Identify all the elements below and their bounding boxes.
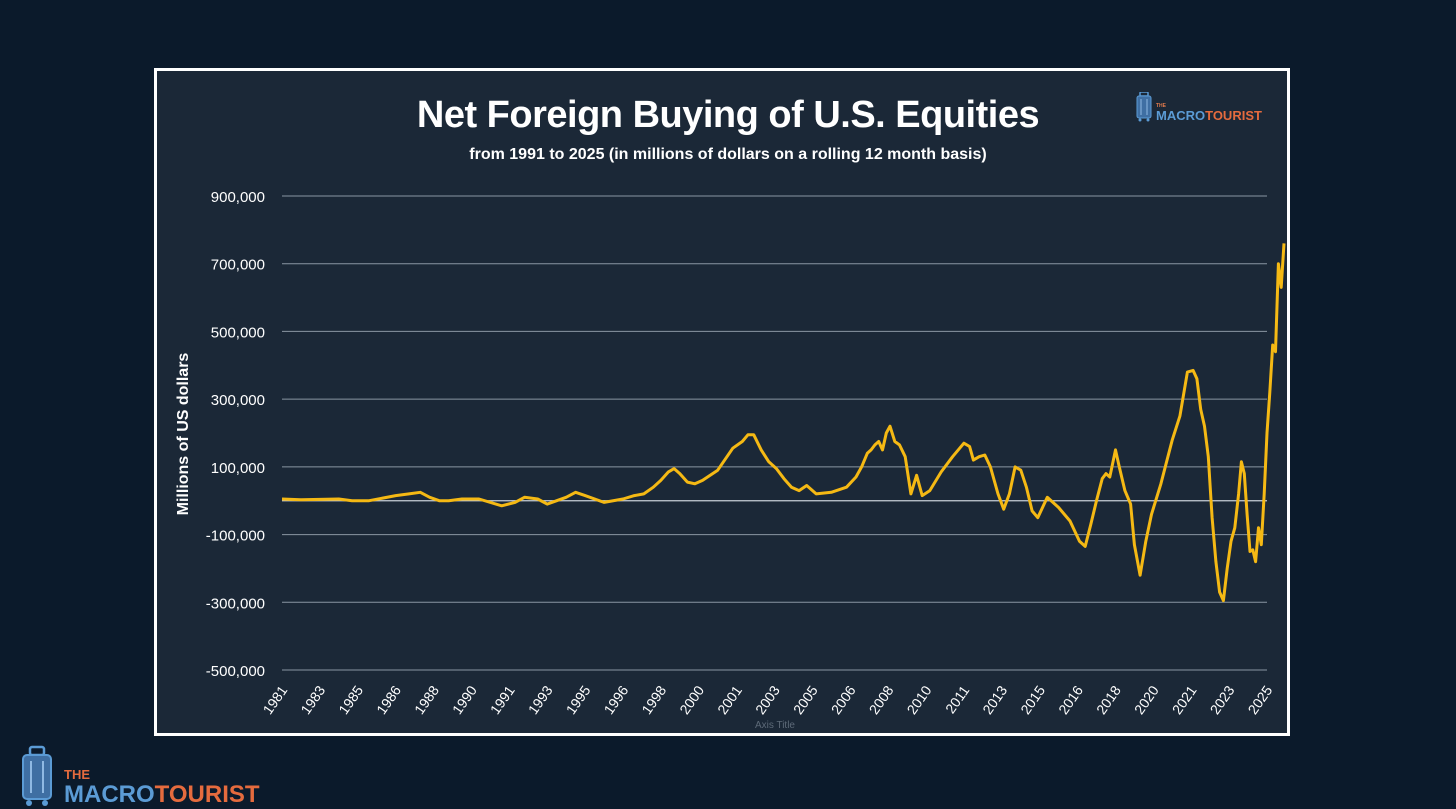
x-tick-label: 2005 xyxy=(790,682,821,717)
series-line xyxy=(281,243,1286,603)
x-tick-label: 2008 xyxy=(866,682,897,717)
suitcase-icon xyxy=(22,745,52,806)
brand-macro: MACRO xyxy=(64,781,155,808)
x-tick-label: 1985 xyxy=(335,682,366,717)
x-tick-label: 2001 xyxy=(714,682,745,717)
suitcase-icon xyxy=(1136,92,1152,122)
chart-subtitle: from 1991 to 2025 (in millions of dollar… xyxy=(469,146,987,163)
x-tick-label: 1981 xyxy=(259,682,290,717)
brand-the: THE xyxy=(64,767,90,782)
x-tick-label: 1991 xyxy=(487,682,518,717)
brand-logo-small: THE MACROTOURIST xyxy=(1136,92,1262,122)
x-tick-label: 2023 xyxy=(1207,682,1238,717)
x-tick-label: 1993 xyxy=(525,682,556,717)
x-tick-label: 2010 xyxy=(904,682,935,717)
x-axis-title: Axis Title xyxy=(755,720,795,731)
x-tick-label: 1986 xyxy=(373,682,404,717)
chart-title: Net Foreign Buying of U.S. Equities xyxy=(416,94,1040,136)
x-tick-label: 1995 xyxy=(563,682,594,717)
x-tick-label: 2011 xyxy=(942,682,972,716)
x-tick-label: 2025 xyxy=(1244,682,1275,717)
x-tick-label: 2000 xyxy=(676,682,707,717)
y-tick-label: 100,000 xyxy=(211,460,265,477)
x-tick-label: 2006 xyxy=(828,682,859,717)
x-tick-label: 1998 xyxy=(638,682,669,717)
y-tick-label: 300,000 xyxy=(211,392,265,409)
y-tick-label: 700,000 xyxy=(211,257,265,274)
brand-the: THE xyxy=(1156,103,1166,109)
y-axis-title: Millions of US dollars xyxy=(175,353,192,516)
x-tick-label: 2013 xyxy=(979,682,1010,717)
chart-frame xyxy=(154,68,1290,736)
y-tick-label: -500,000 xyxy=(206,663,265,680)
y-tick-label: -100,000 xyxy=(206,528,265,545)
x-tick-label: 2021 xyxy=(1169,682,1200,717)
y-tick-label: -300,000 xyxy=(206,595,265,612)
y-tick-label: 900,000 xyxy=(211,189,265,206)
x-tick-label: 2003 xyxy=(752,682,783,717)
x-tick-label: 2018 xyxy=(1093,682,1124,717)
brand-tourist: TOURIST xyxy=(1205,108,1262,123)
x-tick-label: 2020 xyxy=(1131,682,1162,717)
x-tick-label: 1983 xyxy=(297,682,328,717)
brand-macro: MACRO xyxy=(1156,108,1206,123)
x-tick-label: 1996 xyxy=(600,682,631,717)
brand-tourist: TOURIST xyxy=(154,781,260,808)
x-tick-label: 2016 xyxy=(1055,682,1086,717)
y-tick-label: 500,000 xyxy=(211,324,265,341)
x-tick-label: 1988 xyxy=(411,682,442,717)
x-tick-label: 1990 xyxy=(449,682,480,717)
x-tick-label: 2015 xyxy=(1017,682,1048,717)
brand-logo-large: THE MACROTOURIST xyxy=(20,745,260,807)
